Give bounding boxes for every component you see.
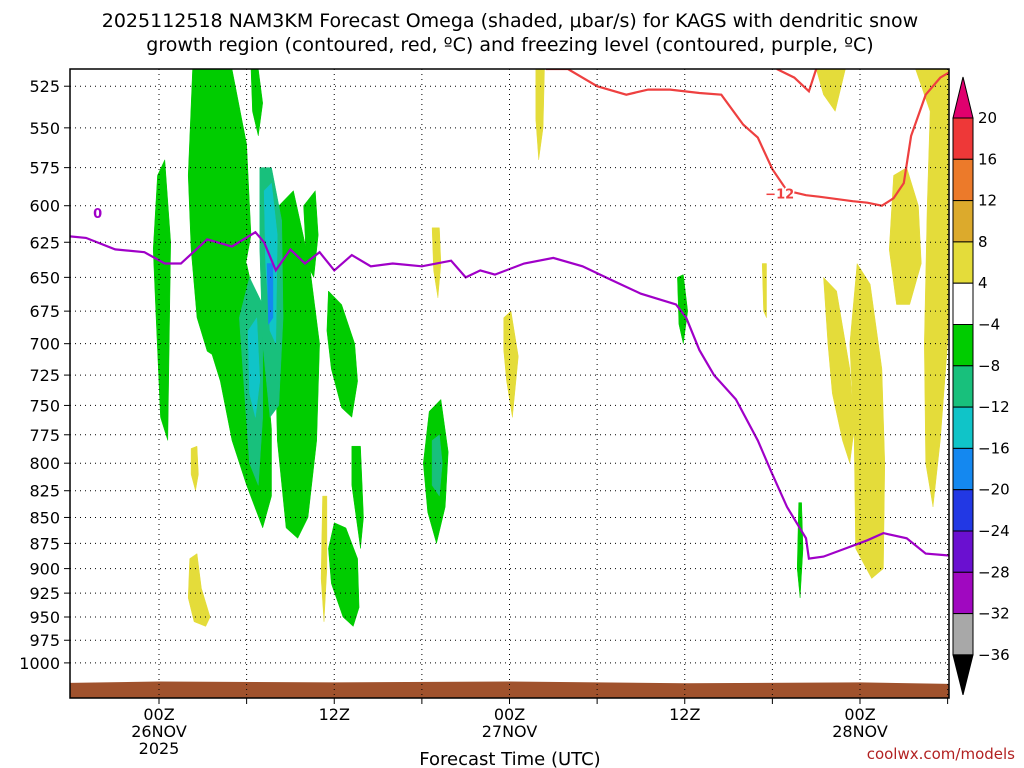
omega-region-22 [190, 445, 199, 491]
y-tick-label-1000: 1000 [19, 654, 60, 673]
y-tick-label-750: 750 [29, 396, 60, 415]
omega-region-30 [915, 69, 949, 507]
omega-region-26 [815, 69, 846, 112]
x-tick-label-54: 00Z [844, 705, 875, 724]
colorbar-bin-13 [952, 613, 974, 656]
colorbar-bin-12 [952, 571, 974, 615]
y-tick-label-850: 850 [29, 508, 60, 527]
y-tick-label-550: 550 [29, 119, 60, 138]
colorbar-label-2: 12 [978, 192, 997, 210]
x-tick-label-6: 00Z [143, 705, 174, 724]
contour-label-2: −12 [765, 188, 794, 203]
x-tick-label-42: 12Z [669, 705, 700, 724]
colorbar-label-1: 16 [978, 150, 997, 168]
y-tick-label-975: 975 [29, 631, 60, 650]
x-tick-label-30: 00Z [494, 705, 525, 724]
x-tick-date-30: 27NOV [482, 722, 538, 741]
y-tick-label-625: 625 [29, 233, 60, 252]
colorbar-label-12: −32 [978, 605, 1010, 623]
x-tick-date-6: 26NOV [131, 722, 187, 741]
contour-lines [70, 69, 949, 560]
y-tick-label-925: 925 [29, 584, 60, 603]
colorbar-bin-11 [952, 530, 974, 573]
colorbar-label-5: −4 [978, 316, 1000, 334]
colorbar-bin-1 [952, 117, 974, 160]
y-tick-label-725: 725 [29, 366, 60, 385]
credit-label: coolwx.com/models [867, 745, 1015, 763]
contour-line-1 [70, 230, 949, 560]
y-tick-label-775: 775 [29, 426, 60, 445]
y-tick-label-525: 525 [29, 77, 60, 96]
y-tick-label-800: 800 [29, 454, 60, 473]
omega-region-9 [328, 522, 360, 627]
y-tick-label-900: 900 [29, 560, 60, 579]
contour-line-3 [776, 69, 818, 94]
contour-labels: 0 −12 [92, 186, 796, 223]
colorbar-bin-10 [952, 489, 974, 532]
colorbar-bin-4 [952, 241, 974, 284]
omega-region-8 [351, 445, 364, 549]
omega-region-17 [247, 316, 261, 418]
omega-region-7 [326, 290, 358, 418]
colorbar-bin-bottom [952, 654, 974, 696]
y-tick-label-700: 700 [29, 335, 60, 354]
omega-region-15 [431, 434, 443, 497]
y-tick-label-650: 650 [29, 268, 60, 287]
omega-region-11 [677, 274, 688, 344]
colorbar-bin-2 [952, 158, 974, 202]
chart-title-line2: growth region (contoured, red, ºC) and f… [146, 34, 873, 56]
colorbar-label-8: −16 [978, 439, 1010, 457]
chart-title-line1: 2025112518 NAM3KM Forecast Omega (shaded… [102, 10, 918, 32]
omega-region-21 [503, 310, 519, 418]
ground-layer [70, 681, 949, 698]
colorbar-bin-3 [952, 200, 974, 243]
colorbar-label-11: −28 [978, 563, 1010, 581]
x-tick-year-6: 2025 [139, 739, 180, 758]
colorbar-label-3: 8 [978, 233, 988, 251]
omega-region-4 [152, 158, 171, 441]
y-axis-ticks: 525 550 575 600 625 650 675 700 725 750 775 800 825 8… [19, 77, 70, 673]
colorbar: 20 16 12 8 4 −4 −8 −12 −16 −20 −24 −28 −32 −36 [952, 76, 1010, 696]
colorbar-label-0: 20 [978, 109, 997, 127]
colorbar-bin-top [952, 76, 974, 119]
y-tick-label-875: 875 [29, 534, 60, 553]
x-tick-label-18: 12Z [319, 705, 350, 724]
y-tick-label-950: 950 [29, 608, 60, 627]
colorbar-bin-6 [952, 324, 974, 367]
colorbar-label-6: −8 [978, 357, 1000, 375]
contour-line-2 [546, 69, 949, 207]
omega-region-29 [888, 167, 922, 305]
colorbar-bin-9 [952, 447, 974, 491]
colorbar-bin-7 [952, 365, 974, 408]
omega-region-27 [823, 276, 855, 464]
colorbar-label-7: −12 [978, 398, 1010, 416]
colorbar-label-10: −24 [978, 522, 1010, 540]
contour-label-1: 0 [93, 207, 102, 222]
colorbar-bin-5 [952, 282, 974, 326]
colorbar-label-13: −36 [978, 646, 1010, 664]
colorbar-label-4: 4 [978, 274, 988, 292]
omega-region-19 [535, 69, 545, 160]
omega-region-23 [187, 553, 211, 627]
omega-region-3 [250, 69, 263, 136]
y-tick-label-825: 825 [29, 482, 60, 501]
y-tick-label-600: 600 [29, 197, 60, 216]
colorbar-label-9: −20 [978, 481, 1010, 499]
x-tick-date-54: 28NOV [832, 722, 888, 741]
omega-region-24 [320, 495, 328, 622]
omega-region-28 [849, 262, 886, 579]
ground-fill [70, 681, 949, 698]
y-tick-label-575: 575 [29, 159, 60, 178]
y-tick-label-675: 675 [29, 302, 60, 321]
colorbar-bin-8 [952, 406, 974, 449]
x-axis-label: Forecast Time (UTC) [419, 749, 600, 768]
omega-region-18 [266, 263, 274, 326]
